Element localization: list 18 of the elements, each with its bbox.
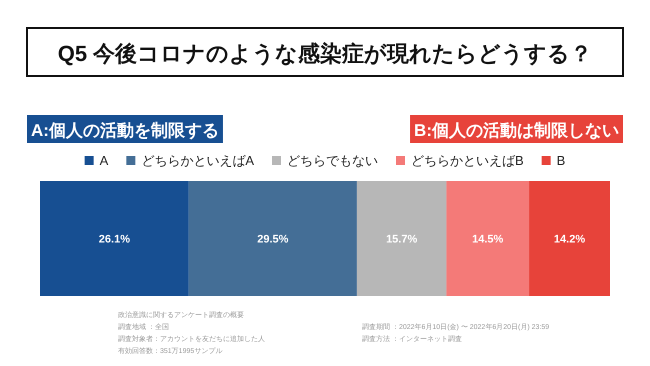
data-label: 14.2% bbox=[554, 234, 586, 246]
text: B:個人の活動は制限しない bbox=[414, 121, 619, 140]
legend-label: B bbox=[556, 153, 566, 168]
bar bbox=[356, 181, 446, 296]
bar bbox=[188, 181, 357, 296]
data-label: 29.5% bbox=[257, 234, 289, 246]
legend-label: どちらかといえばA bbox=[141, 153, 254, 168]
data-label: 15.7% bbox=[386, 234, 418, 246]
bar bbox=[446, 181, 530, 296]
legend-label: どちらでもない bbox=[287, 153, 378, 168]
text: A:個人の活動を制限する bbox=[31, 121, 219, 140]
legend-label: どちらかといえばB bbox=[411, 153, 524, 168]
legend-label: A bbox=[100, 153, 109, 168]
data-label: 14.5% bbox=[472, 234, 504, 246]
chart-title: Q5 今後コロナのような感染症が現れたらどうする？ bbox=[58, 41, 592, 66]
bar bbox=[40, 181, 189, 296]
data-label: 26.1% bbox=[98, 234, 130, 246]
bar bbox=[529, 181, 610, 296]
